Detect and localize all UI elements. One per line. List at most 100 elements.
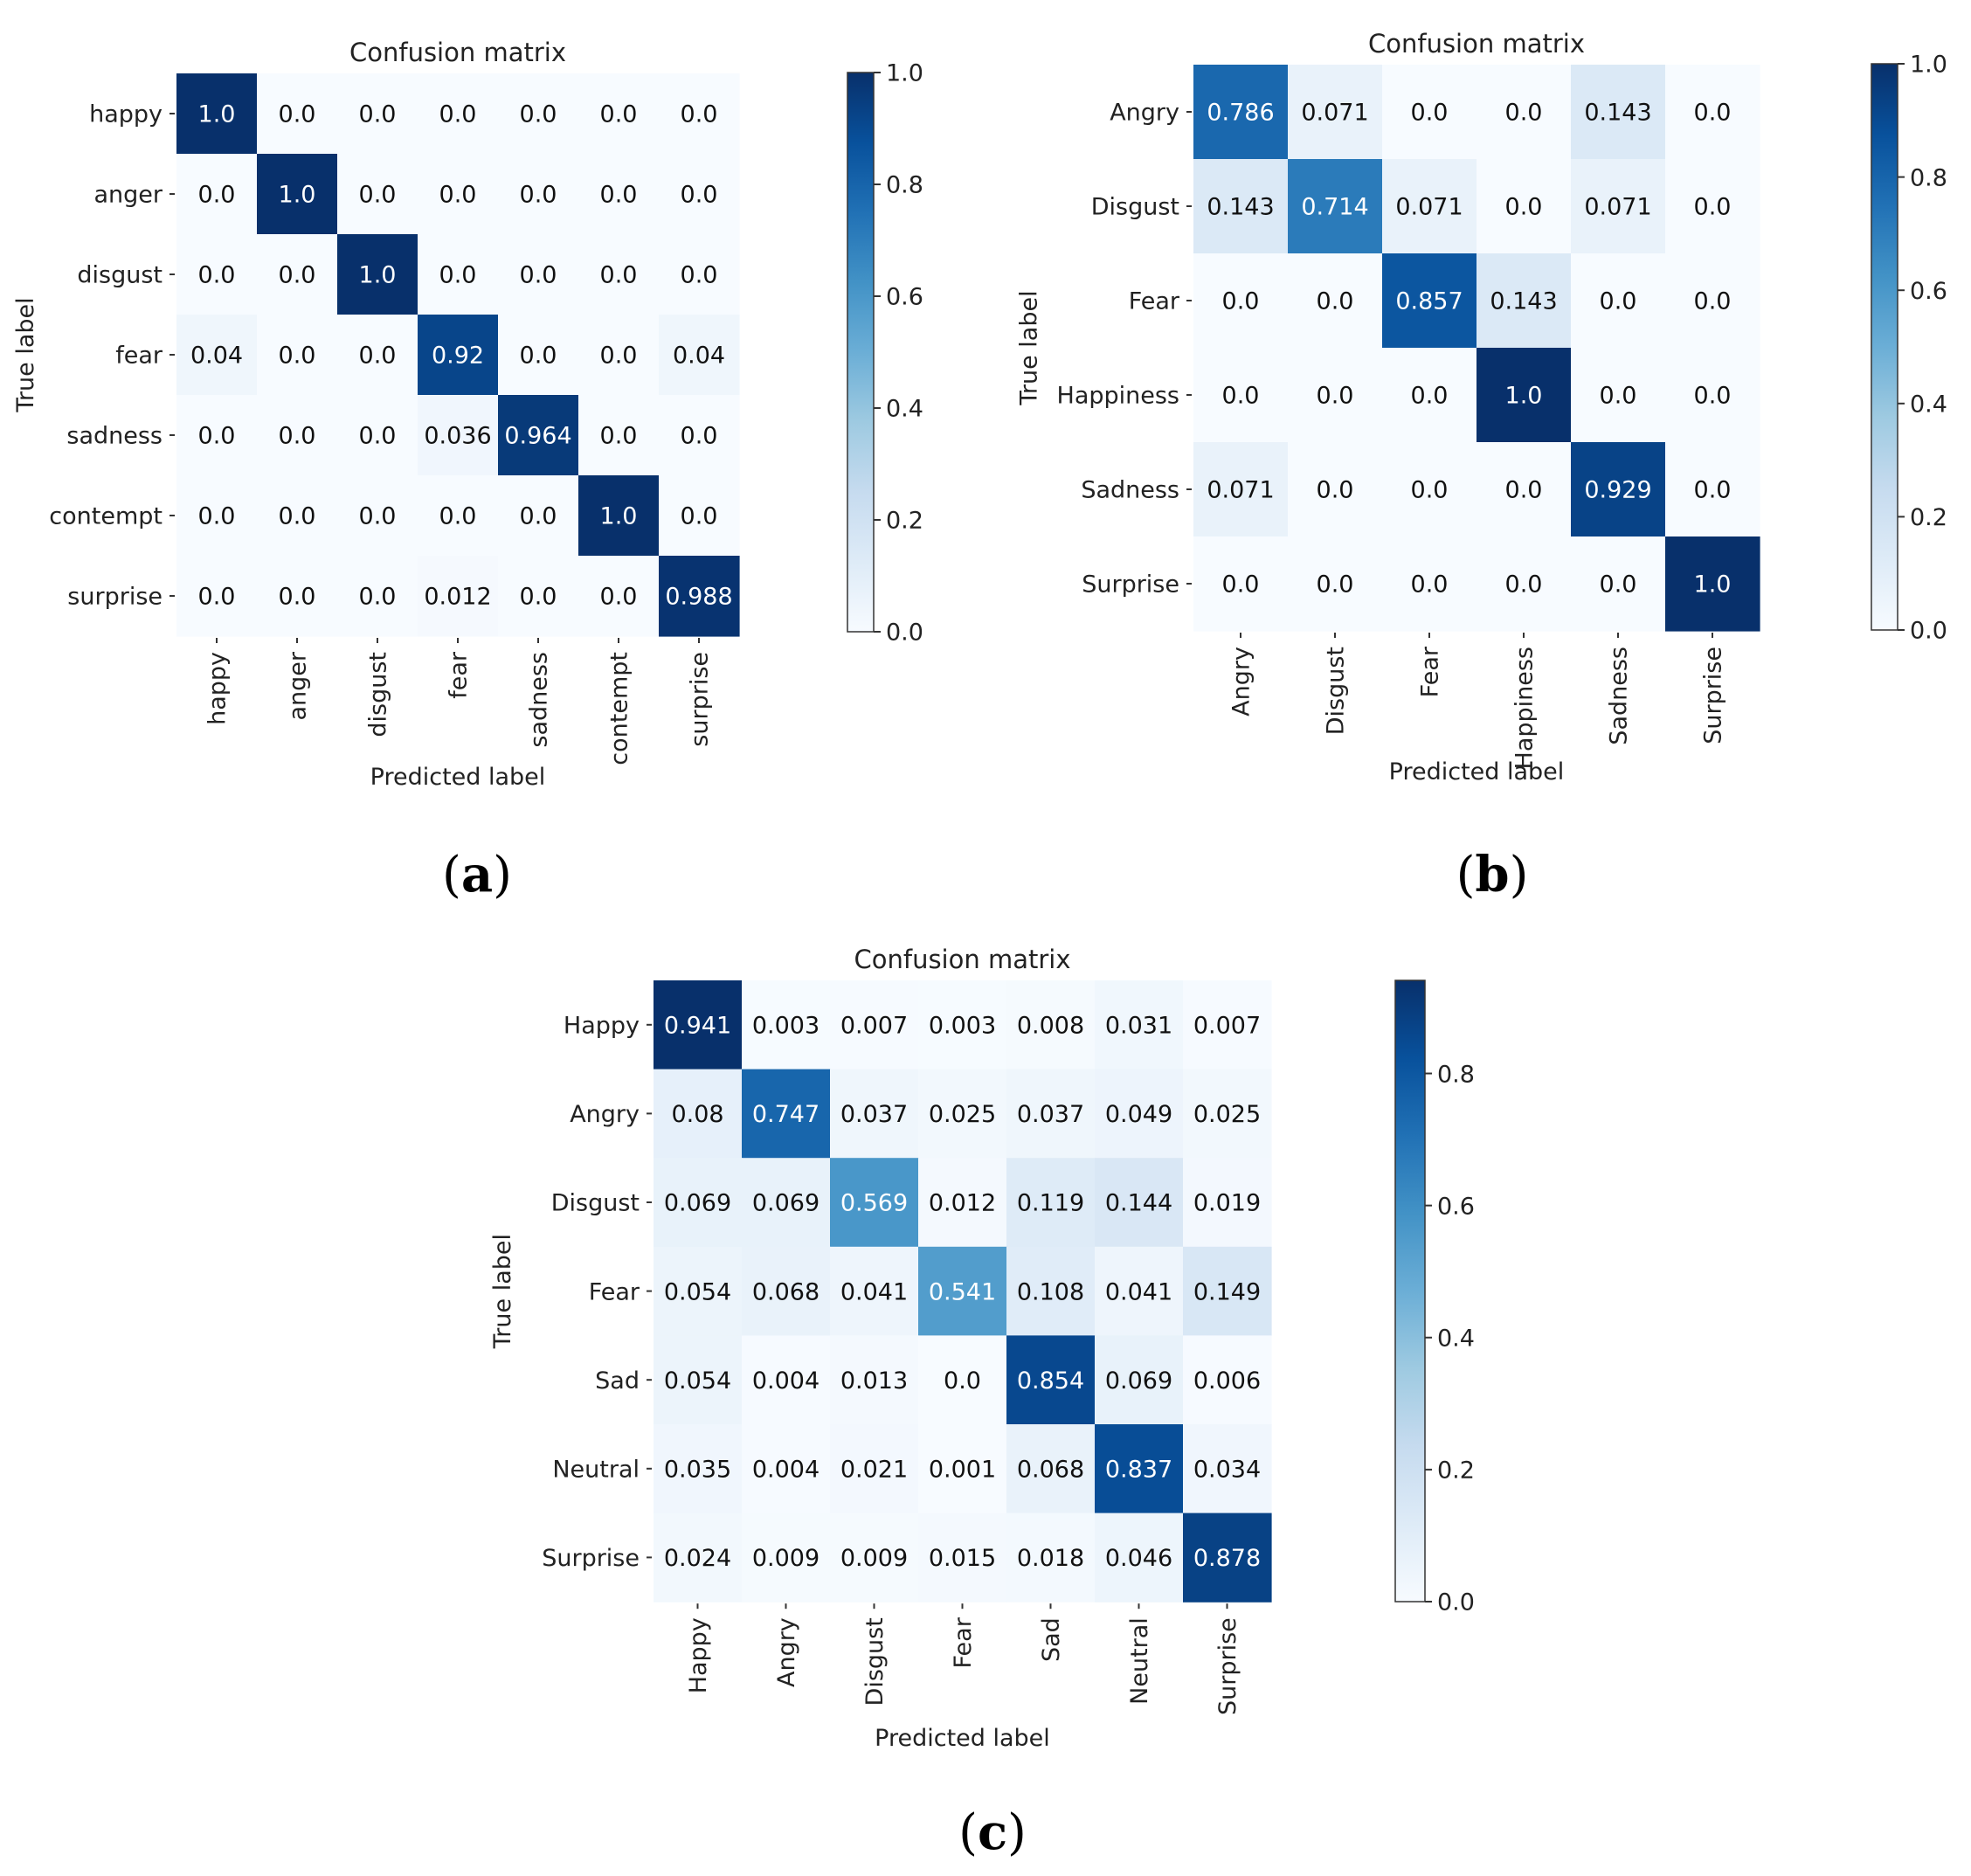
cell-value-label: 0.04 bbox=[190, 343, 243, 370]
cell-value-label: 0.0 bbox=[1694, 288, 1732, 315]
chart-title: Confusion matrix bbox=[1368, 29, 1585, 59]
cell-value-label: 0.0 bbox=[600, 182, 638, 209]
cell-value-label: 1.0 bbox=[600, 503, 638, 530]
y-tick-label: Disgust bbox=[1091, 194, 1179, 221]
matrix-cell bbox=[498, 73, 579, 155]
cell-value-label: 0.929 bbox=[1584, 477, 1651, 504]
matrix-cell bbox=[257, 73, 338, 155]
cell-value-label: 0.036 bbox=[424, 423, 491, 450]
cell-value-label: 0.0 bbox=[681, 182, 718, 209]
y-axis-label: True label bbox=[489, 1234, 516, 1349]
matrix-cell bbox=[1095, 1069, 1184, 1159]
cell-value-label: 0.035 bbox=[664, 1457, 731, 1484]
cell-value-label: 0.0 bbox=[944, 1367, 981, 1395]
cell-value-label: 0.108 bbox=[1017, 1278, 1084, 1305]
y-tick-label: Disgust bbox=[551, 1190, 640, 1217]
colorbar-tick-label: 1.0 bbox=[1910, 52, 1947, 79]
matrix-cell bbox=[1665, 159, 1760, 254]
matrix-cell bbox=[337, 73, 418, 155]
x-tick-label: Angry bbox=[773, 1617, 800, 1687]
cell-value-label: 0.714 bbox=[1301, 194, 1368, 221]
matrix-cell bbox=[1571, 348, 1666, 443]
cell-value-label: 0.0 bbox=[1317, 477, 1354, 504]
cell-value-label: 0.0 bbox=[520, 182, 557, 209]
matrix-cell bbox=[918, 1069, 1007, 1159]
matrix-cell bbox=[1665, 348, 1760, 443]
colorbar bbox=[847, 72, 875, 633]
y-tick-label: Angry bbox=[1110, 100, 1179, 127]
cell-value-label: 0.0 bbox=[1694, 383, 1732, 410]
cell-value-label: 0.0 bbox=[359, 423, 397, 450]
cell-value-label: 0.0 bbox=[359, 584, 397, 611]
matrix-cell bbox=[257, 315, 338, 396]
matrix-cell bbox=[257, 395, 338, 476]
colorbar bbox=[1394, 980, 1426, 1603]
x-tick-label: Happy bbox=[685, 1617, 712, 1693]
matrix-cell bbox=[337, 475, 418, 557]
cell-value-label: 0.149 bbox=[1193, 1278, 1261, 1305]
colorbar-tick-label: 0.6 bbox=[1910, 278, 1947, 305]
y-tick-label: fear bbox=[115, 343, 163, 370]
cell-value-label: 0.0 bbox=[520, 584, 557, 611]
cell-value-label: 0.037 bbox=[1017, 1101, 1084, 1128]
matrix-cell bbox=[1095, 1335, 1184, 1425]
x-tick-label: Angry bbox=[1228, 647, 1255, 716]
cell-value-label: 0.008 bbox=[1017, 1013, 1084, 1040]
cell-value-label: 0.0 bbox=[198, 584, 236, 611]
matrix-cell bbox=[1382, 65, 1477, 160]
colorbar-tick-label: 0.8 bbox=[886, 172, 923, 199]
matrix-cell bbox=[918, 1424, 1007, 1514]
confusion-matrix-panel-1: Confusion matrix 1.0 0.0 0.0 0.0 0.0 0.0 0.0 0.0… bbox=[12, 38, 923, 903]
matrix-cell bbox=[578, 315, 660, 396]
matrix-cell bbox=[176, 154, 258, 235]
cell-value-label: 0.018 bbox=[1017, 1545, 1084, 1572]
cell-value-label: 0.0 bbox=[1317, 571, 1354, 599]
matrix-cell bbox=[1006, 1158, 1096, 1248]
matrix-cell bbox=[659, 315, 740, 396]
matrix-cell bbox=[654, 1424, 743, 1514]
cell-value-label: 0.012 bbox=[929, 1190, 996, 1217]
matrix-cell bbox=[830, 1424, 919, 1514]
y-tick-label: Neutral bbox=[552, 1457, 640, 1484]
colorbar-tick-label: 0.0 bbox=[1437, 1589, 1475, 1616]
x-tick-label: Happiness bbox=[1511, 647, 1539, 769]
y-tick-label: anger bbox=[93, 182, 163, 209]
panel-caption: (a) bbox=[442, 846, 512, 903]
cell-value-label: 0.747 bbox=[752, 1101, 820, 1128]
colorbar-tick-label: 0.4 bbox=[886, 396, 923, 423]
cell-value-label: 0.069 bbox=[1105, 1367, 1172, 1395]
y-tick-label: Fear bbox=[1129, 288, 1180, 315]
cell-value-label: 0.0 bbox=[279, 343, 316, 370]
cell-value-label: 0.0 bbox=[1411, 571, 1449, 599]
cell-value-label: 0.009 bbox=[840, 1545, 908, 1572]
cell-value-label: 0.0 bbox=[359, 343, 397, 370]
y-tick-label: happy bbox=[89, 101, 163, 128]
cell-value-label: 1.0 bbox=[279, 182, 316, 209]
cell-value-label: 0.0 bbox=[439, 262, 477, 289]
cell-value-label: 0.0 bbox=[279, 503, 316, 530]
matrix-cell bbox=[659, 395, 740, 476]
x-tick-label: anger bbox=[285, 651, 312, 720]
matrix-cell bbox=[498, 475, 579, 557]
cell-value-label: 0.0 bbox=[600, 584, 638, 611]
matrix-cell bbox=[1477, 159, 1572, 254]
matrix-cell bbox=[1095, 1246, 1184, 1336]
cell-value-label: 0.037 bbox=[840, 1101, 908, 1128]
y-tick-label: Surprise bbox=[1082, 571, 1179, 599]
cell-value-label: 0.08 bbox=[671, 1101, 723, 1128]
cell-value-label: 0.541 bbox=[929, 1278, 996, 1305]
matrix-cell bbox=[742, 1246, 831, 1336]
matrix-cell bbox=[1193, 253, 1289, 349]
cell-value-label: 0.837 bbox=[1105, 1457, 1172, 1484]
matrix-cell bbox=[578, 395, 660, 476]
matrix-cell bbox=[337, 154, 418, 235]
matrix-cell bbox=[1571, 253, 1666, 349]
cell-value-label: 0.015 bbox=[929, 1545, 996, 1572]
x-tick-label: Surprise bbox=[1700, 647, 1727, 744]
matrix-cell bbox=[578, 475, 660, 557]
matrix-cell bbox=[257, 154, 338, 235]
matrix-cell bbox=[1193, 536, 1289, 632]
cell-value-label: 0.004 bbox=[752, 1457, 820, 1484]
matrix-cell bbox=[418, 154, 499, 235]
matrix-cell bbox=[498, 556, 579, 637]
